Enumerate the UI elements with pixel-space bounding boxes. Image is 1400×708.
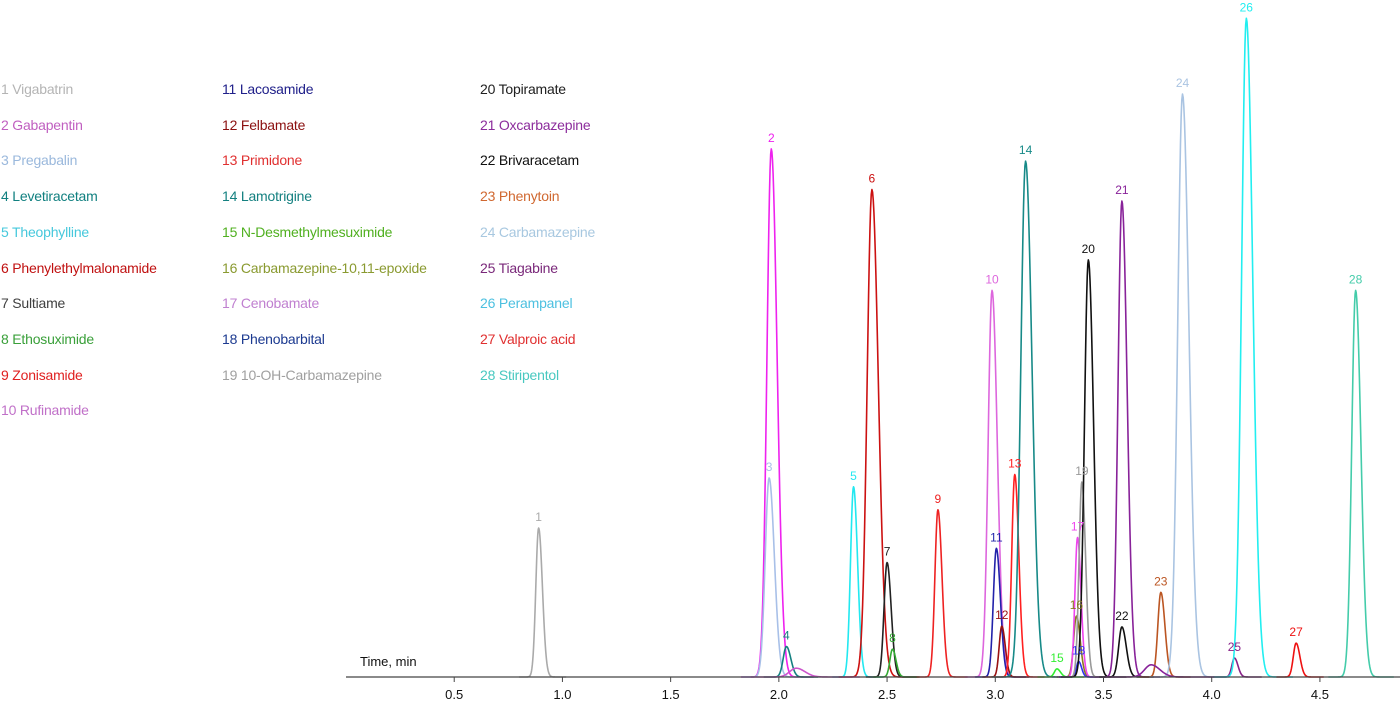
peak-trace (1276, 642, 1325, 678)
peak-trace (1328, 289, 1395, 678)
peak-label: 16 (1070, 598, 1084, 612)
legend-entry: 13 Primidone (222, 152, 303, 169)
peak-label: 7 (884, 545, 891, 559)
peak-label: 2 (768, 131, 775, 145)
legend-entry: 2 Gabapentin (1, 116, 83, 133)
peak-label: 9 (935, 492, 942, 506)
peak-label: 24 (1176, 76, 1190, 90)
legend-entry: 18 Phenobarbital (222, 330, 325, 347)
peak-label: 11 (990, 530, 1003, 544)
x-tick-label: 3.0 (986, 687, 1004, 702)
legend-entry: 7 Sultiame (1, 295, 66, 312)
peak-trace (1061, 481, 1110, 678)
legend-entry: 25 Tiagabine (480, 259, 558, 276)
peak-label: 26 (1240, 0, 1254, 14)
peak-label: 23 (1154, 574, 1168, 588)
peak-label: 1 (535, 510, 542, 524)
peak-label: 15 (1050, 651, 1064, 665)
legend-entry: 23 Phenytoin (480, 188, 560, 205)
peak-trace (1214, 657, 1263, 678)
peak-label: 17 (1071, 520, 1085, 534)
legend-entry: 22 Brivaracetam (480, 152, 579, 169)
x-tick-label: 2.5 (878, 687, 896, 702)
legend-column-1: 1 Vigabatrin 2 Gabapentin 3 Pregabalin 4 Le… (1, 72, 157, 429)
peak-label: 19 (1075, 464, 1089, 478)
peak-label: 4 (783, 629, 790, 643)
legend-entry: 24 Carbamazepine (480, 223, 596, 240)
legend-entry: 15 N-Desmethylmesuximide (222, 223, 393, 240)
legend-entry: 9 Zonisamide (1, 366, 83, 383)
peak-label: 25 (1228, 640, 1242, 654)
peak-label: 28 (1349, 272, 1363, 286)
peak-label: 21 (1115, 183, 1129, 197)
legend-entry: 5 Theophylline (1, 223, 90, 240)
peak-trace (831, 485, 884, 678)
x-tick-label: 1.0 (553, 687, 571, 702)
peak-trace (741, 477, 808, 678)
traces (518, 17, 1395, 678)
legend-entry: 14 Lamotrigine (222, 188, 312, 205)
peak-label: 8 (889, 631, 896, 645)
legend-entry: 17 Cenobamate (222, 295, 320, 312)
peak-label: 14 (1019, 143, 1033, 157)
legend-entry: 4 Levetiracetam (1, 188, 98, 205)
peak-label: 12 (995, 608, 1009, 622)
legend-entry: 27 Valproic acid (480, 330, 576, 347)
peak-trace (1149, 93, 1230, 678)
peak-label: 22 (1115, 609, 1129, 623)
legend-entry: 10 Rufinamide (1, 402, 89, 419)
peak-trace (865, 561, 918, 678)
peak-trace (1212, 17, 1294, 678)
legend-entry: 26 Perampanel (480, 295, 573, 312)
peak-trace (1139, 591, 1191, 678)
x-tick-label: 4.5 (1311, 687, 1329, 702)
legend-entry: 28 Stiripentol (480, 366, 559, 383)
peak-trace (1105, 664, 1215, 678)
legend-entry: 8 Ethosuximide (1, 330, 94, 347)
peak-label: 20 (1082, 242, 1096, 256)
peak-label: 13 (1008, 457, 1022, 471)
peak-trace (992, 160, 1073, 678)
x-tick-label: 4.0 (1203, 687, 1221, 702)
peak-label: 18 (1072, 643, 1086, 657)
peak-labels: 1234567891011121314151617181920212223242… (535, 0, 1362, 665)
legend-column-2: 11 Lacosamide 12 Felbamate 13 Primidone 14 … (222, 72, 427, 393)
peak-trace (838, 188, 919, 678)
legend-entry: 19 10-OH-Carbamazepine (222, 366, 382, 383)
x-tick-label: 1.5 (662, 687, 680, 702)
legend-entry: 1 Vigabatrin (1, 81, 74, 97)
x-tick-label: 2.0 (770, 687, 788, 702)
legend-column-3: 20 Topiramate 21 Oxcarbazepine 22 Brivarac… (480, 72, 595, 393)
legend-entry: 21 Oxcarbazepine (480, 116, 591, 133)
peak-trace (916, 508, 969, 678)
legend-entry: 3 Pregabalin (1, 152, 78, 169)
legend-entry: 16 Carbamazepine-10,11-epoxide (222, 259, 427, 276)
legend-entry: 6 Phenylethylmalonamide (1, 259, 157, 276)
legend-entry: 20 Topiramate (480, 81, 566, 97)
x-tick-label: 0.5 (445, 687, 463, 702)
peak-label: 10 (985, 272, 999, 286)
peak-label: 3 (766, 460, 773, 474)
peak-trace (518, 527, 567, 678)
peak-label: 27 (1289, 625, 1303, 639)
x-tick-label: 3.5 (1094, 687, 1112, 702)
peak-label: 5 (850, 469, 857, 483)
x-axis-ticks: 0.5 1.0 1.5 2.0 2.5 3.0 3.5 4.0 4.5 (445, 677, 1329, 702)
peak-trace (740, 148, 814, 678)
legend-entry: 12 Felbamate (222, 116, 306, 133)
peak-trace (1094, 200, 1161, 678)
peak-trace (763, 645, 819, 678)
peak-label: 6 (869, 172, 876, 186)
x-axis-label: Time, min (360, 654, 417, 669)
legend-entry: 11 Lacosamide (222, 81, 314, 97)
